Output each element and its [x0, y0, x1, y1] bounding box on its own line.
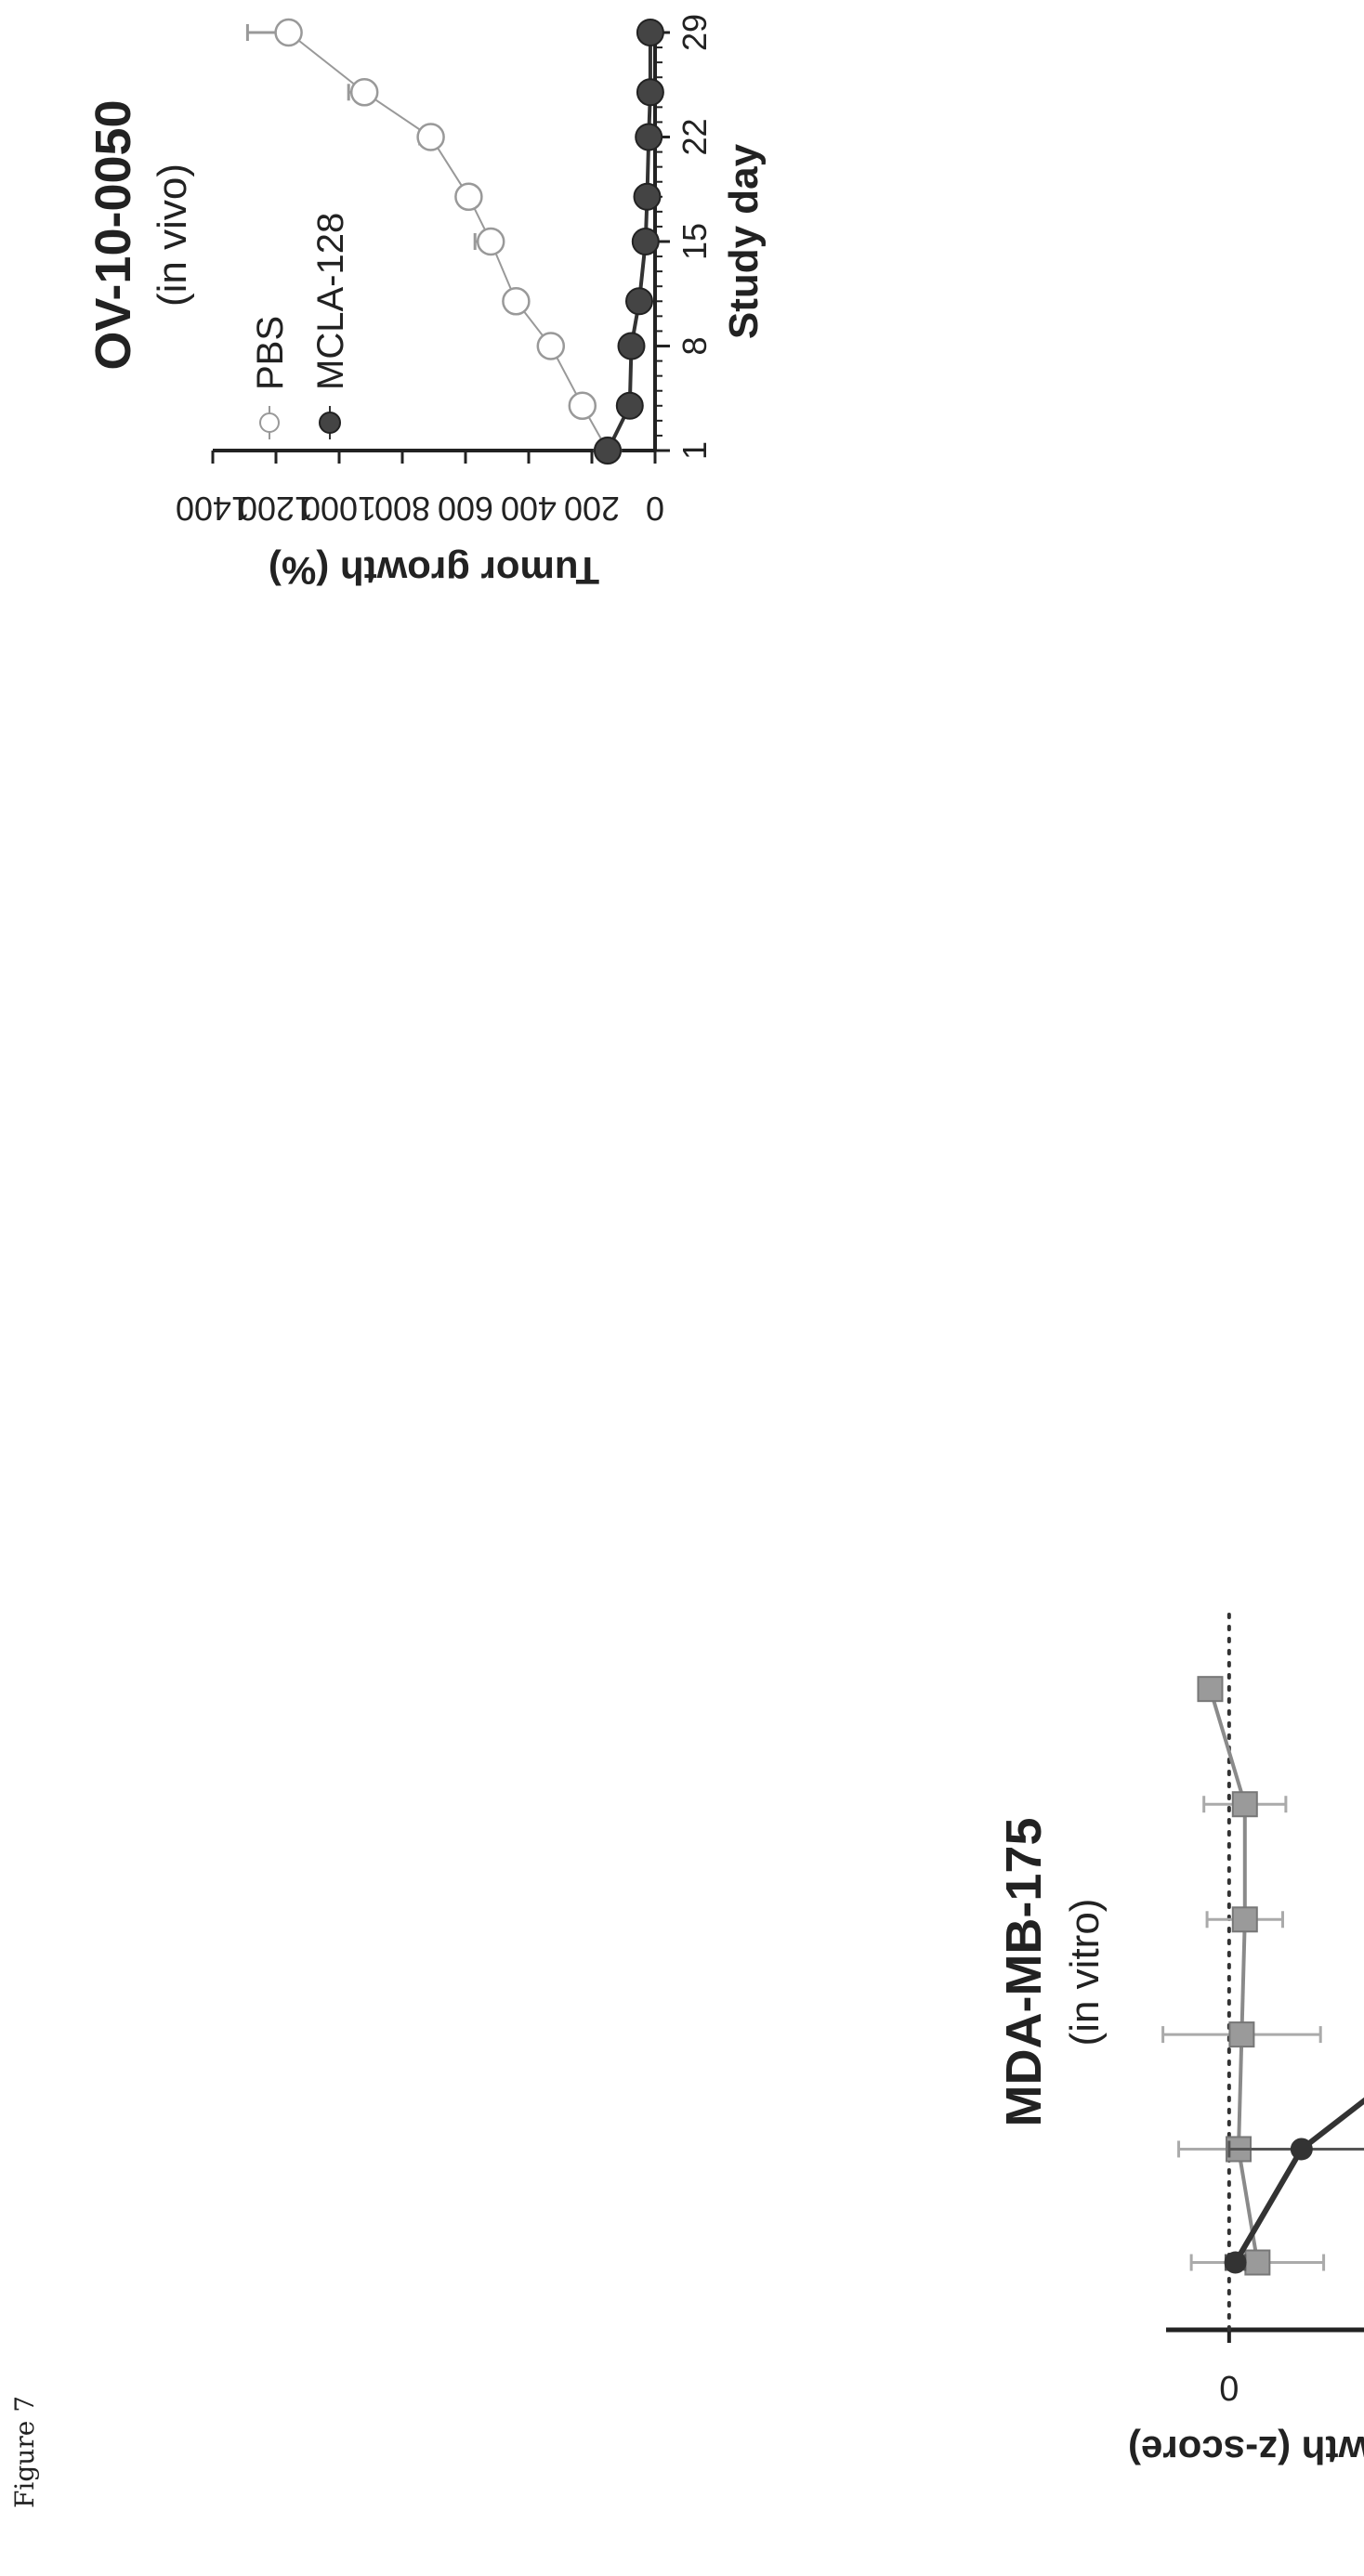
chart2-y-tick-label: 1200: [239, 490, 313, 528]
chart1-series1-point: [1197, 1676, 1224, 1703]
chart2-pbs-point: [349, 78, 379, 107]
chart1-series1-point: [1231, 1791, 1258, 1818]
chart1-y-axis-label: Tumoroid growth (z-score): [1128, 2428, 1364, 2472]
chart2-y-tick-label: 200: [564, 490, 620, 528]
chart2-legend-label: MCLA-128: [310, 213, 351, 390]
chart2-y-tick-label: 1000: [302, 490, 376, 528]
chart2-pbs-point: [454, 182, 483, 212]
chart2-x-tick-label: 8: [675, 336, 714, 355]
chart2-title: OV-10-0050: [85, 99, 141, 370]
chart1-series2-point: [1290, 2138, 1313, 2161]
chart2-pbs-point: [274, 18, 303, 47]
chart2-mcla-point: [625, 287, 653, 316]
chart1-series1-point: [1228, 2021, 1255, 2048]
chart2-mcla-point: [594, 437, 622, 464]
chart1-subtitle: (in vitro): [1062, 1899, 1108, 2046]
chart2-pbs-point: [536, 332, 566, 360]
chart2-y-tick-label: 400: [501, 490, 557, 528]
chart2-mcla-point: [631, 228, 660, 255]
chart2-x-tick-label: 1: [675, 441, 714, 460]
chart2-subtitle: (in vivo): [150, 163, 195, 307]
chart1-series2-line: [1233, 1688, 1364, 2265]
chart2-mcla-point: [633, 182, 662, 211]
chart2-mcla-point: [635, 123, 663, 151]
chart2-mcla-point: [636, 19, 664, 46]
chart2-y-axis-label: Tumor growth (%): [269, 549, 599, 593]
chart2-legend-marker-pbs: [259, 412, 280, 433]
chart2-x-tick-label: 15: [675, 223, 714, 260]
chart1-y-tick-label: 0: [1219, 2368, 1239, 2407]
chart2-x-tick-label: 22: [675, 118, 714, 155]
chart2-y-tick-label: 600: [438, 490, 493, 528]
chart2-x-axis-label: Study day: [721, 143, 767, 339]
chart2-legend-marker-mcla: [319, 412, 341, 434]
chart2-y-tick-label: 1400: [176, 490, 250, 528]
chart2-y-tick-label: 800: [374, 490, 430, 528]
chart2-y-tick-label: 0: [646, 490, 664, 528]
chart1-series1-point: [1231, 1906, 1258, 1933]
chart2-pbs-point: [476, 227, 505, 256]
chart2-legend-label: PBS: [250, 316, 291, 390]
chart2-pbs-point: [568, 391, 597, 421]
chart2-mcla-point: [615, 391, 644, 420]
chart1-series1-line: [1208, 1688, 1260, 2263]
chart2-mcla-point: [636, 78, 664, 107]
chart1-series2-point: [1224, 2251, 1247, 2274]
chart2-mcla-point: [617, 332, 646, 360]
chart1-title: MDA-MB-175: [996, 1817, 1052, 2126]
chart2-x-tick-label: 29: [675, 14, 714, 51]
chart1-series1-point: [1244, 2249, 1271, 2276]
chart2-pbs-point: [416, 123, 445, 151]
chart2-pbs-point: [502, 287, 531, 316]
